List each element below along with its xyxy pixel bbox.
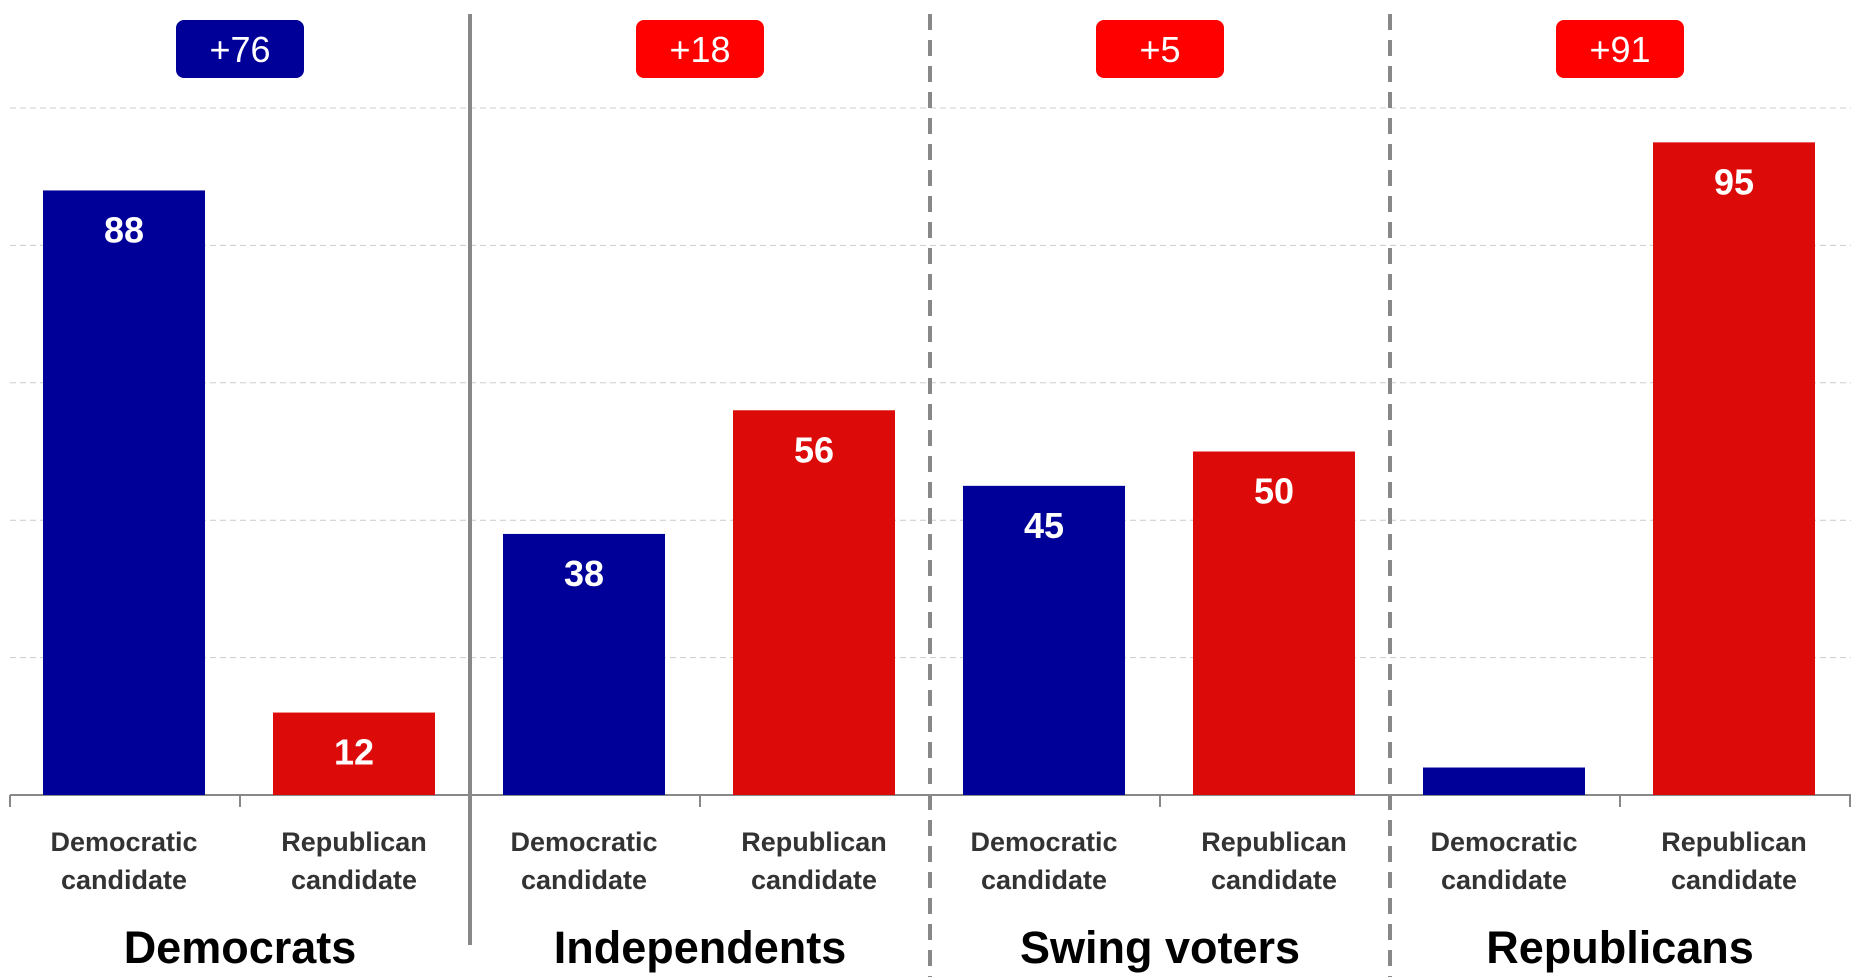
group-label: Democrats xyxy=(124,922,357,973)
category-tick-label: Democratic xyxy=(50,827,197,857)
bar-value-label: 12 xyxy=(334,732,374,773)
bar xyxy=(43,190,205,795)
category-tick-label: candidate xyxy=(291,865,417,895)
margin-badge-label: +18 xyxy=(669,29,730,70)
bar xyxy=(1653,142,1815,796)
category-tick-label: Republican xyxy=(1661,827,1807,857)
bar-value-label: 45 xyxy=(1024,505,1064,546)
bar-value-label: 38 xyxy=(564,553,604,594)
bar xyxy=(1423,767,1585,795)
category-tick-label: Republican xyxy=(741,827,887,857)
margin-badge-label: +76 xyxy=(209,29,270,70)
category-tick-label: Democratic xyxy=(970,827,1117,857)
category-tick-label: Democratic xyxy=(1430,827,1577,857)
margin-badge-label: +5 xyxy=(1139,29,1180,70)
category-tick-label: candidate xyxy=(1211,865,1337,895)
category-tick-label: Democratic xyxy=(510,827,657,857)
margin-badge xyxy=(176,20,304,78)
category-tick-label: candidate xyxy=(61,865,187,895)
bar xyxy=(503,533,665,795)
bar-value-label: 50 xyxy=(1254,471,1294,512)
margin-badge xyxy=(1096,20,1224,78)
bar-value-label: 95 xyxy=(1714,161,1754,202)
group-label: Republicans xyxy=(1486,922,1754,973)
bar xyxy=(1193,451,1355,795)
margin-badge-label: +91 xyxy=(1589,29,1650,70)
category-tick-label: Republican xyxy=(281,827,427,857)
bar xyxy=(963,485,1125,795)
bar-value-label: 88 xyxy=(104,209,144,250)
category-tick-label: Republican xyxy=(1201,827,1347,857)
bar xyxy=(733,410,895,795)
margin-badge xyxy=(636,20,764,78)
bar xyxy=(273,712,435,795)
category-tick-label: candidate xyxy=(751,865,877,895)
category-tick-label: candidate xyxy=(521,865,647,895)
group-label: Independents xyxy=(554,922,847,973)
margin-badge xyxy=(1556,20,1684,78)
category-tick-label: candidate xyxy=(1671,865,1797,895)
category-tick-label: candidate xyxy=(1441,865,1567,895)
category-tick-label: candidate xyxy=(981,865,1107,895)
bar-value-label: 56 xyxy=(794,429,834,470)
group-label: Swing voters xyxy=(1020,922,1300,973)
